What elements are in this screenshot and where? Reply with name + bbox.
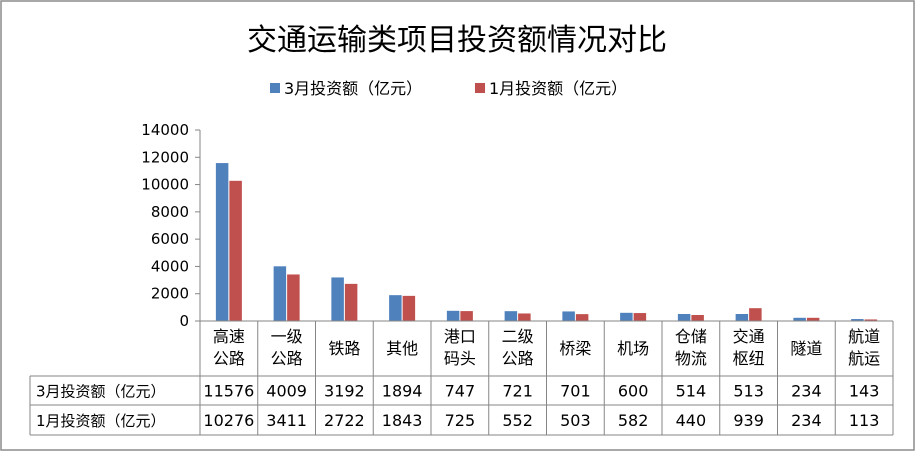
table-cell-value: 503 [560,411,591,430]
y-tick-label: 2000 [151,285,189,303]
bar-march [446,310,460,321]
table-cell-value: 701 [560,382,591,401]
table-cell-value: 11576 [203,382,254,401]
category-label: 隧道 [790,339,822,358]
bar-march [389,295,402,321]
bar-march [504,311,518,321]
legend: 3月投资额（亿元） 1月投资额（亿元） [270,79,627,98]
table-cell-value: 143 [849,382,880,401]
table-cell-value: 440 [676,411,707,430]
bar-january [518,313,531,321]
bar-january [633,313,647,321]
category-label: 交通枢纽 [733,327,765,368]
table-cell-value: 3192 [324,382,365,401]
category-label: 一级公路 [271,327,303,368]
category-label: 铁路 [328,339,360,358]
bar-january [691,314,704,321]
legend-label: 1月投资额（亿元） [489,79,627,98]
bar-january [806,317,820,321]
category-label: 二级公路 [502,327,534,368]
table-row-label: 1月投资额（亿元） [36,412,166,430]
table-row-label: 3月投资额（亿元） [36,383,166,401]
legend-swatch [270,83,280,93]
table-cell-value: 600 [618,382,649,401]
y-tick-label: 14000 [141,121,189,139]
table-cell-value: 582 [618,411,649,430]
chart-title: 交通运输类项目投资额情况对比 [247,23,667,58]
y-tick-label: 6000 [151,230,189,248]
y-tick-label: 10000 [141,176,189,194]
category-label: 高速公路 [213,327,245,368]
bar-march [677,313,691,321]
category-label: 航道航运 [848,327,880,368]
bar-january [460,311,473,321]
bar-march [215,163,229,321]
table-cell-value: 725 [445,411,476,430]
bar-march [851,319,864,321]
bar-january [344,283,358,321]
bar-march [562,311,575,321]
bar-january [229,180,242,321]
table-cell-value: 1843 [382,411,423,430]
table-cell-value: 1894 [382,382,423,401]
bar-january [575,314,589,321]
bar-january [287,274,300,321]
y-axis: 0 2000 4000 6000 8000 10000 12000 14000 [141,121,201,330]
bar-march [620,312,633,321]
category-label: 其他 [386,339,418,358]
table-cell-value: 113 [849,411,880,430]
table-cell-value: 514 [676,382,707,401]
bar-january [402,295,416,321]
bar-january [749,308,762,321]
category-label: 桥梁 [559,339,591,358]
legend-label: 3月投资额（亿元） [284,79,422,98]
table-cell-value: 939 [733,411,764,430]
table-cell-value: 10276 [203,411,254,430]
table-cell-value: 2722 [324,411,365,430]
category-label: 港口码头 [444,327,476,368]
table-cell-value: 747 [445,382,476,401]
y-tick-label: 8000 [151,203,189,221]
bar-january [864,319,878,321]
bar-march [273,266,287,321]
y-tick-label: 12000 [141,148,189,166]
table-cell-value: 234 [791,411,822,430]
table-cell-value: 721 [502,382,533,401]
y-tick-label: 0 [179,312,189,330]
table-cell-value: 3411 [266,411,307,430]
y-tick-label: 4000 [151,257,189,275]
bar-march [793,317,806,321]
category-label: 仓储物流 [675,327,707,368]
table-cell-value: 4009 [266,382,307,401]
legend-swatch [475,83,485,93]
bars [215,163,878,321]
table-cell-value: 513 [733,382,764,401]
table-cell-value: 234 [791,382,822,401]
bar-march [331,277,344,321]
category-label: 机场 [617,339,649,358]
bar-march [735,314,749,321]
table-cell-value: 552 [502,411,533,430]
